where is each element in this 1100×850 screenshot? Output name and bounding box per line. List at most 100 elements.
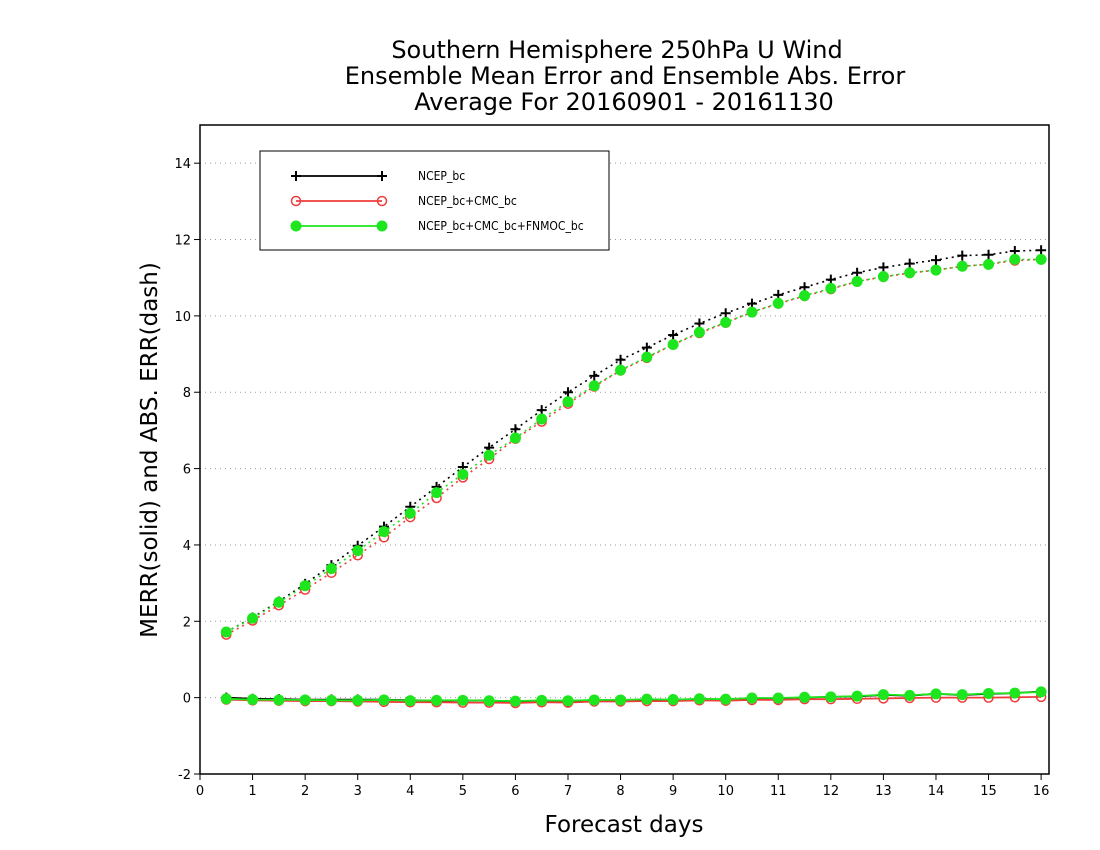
point-ncep-bc-cmc-bc-fnmoc-bc-abs-err [956, 260, 968, 272]
x-tick-label: 10 [717, 784, 734, 799]
point-ncep-bc-cmc-bc-fnmoc-bc-mean-err [615, 694, 627, 706]
point-ncep-bc-cmc-bc-fnmoc-bc-abs-err [877, 271, 889, 283]
chart-title-line-3: Average For 20160901 - 20161130 [414, 88, 834, 116]
line-ncep-bc-cmc-bc-fnmoc-bc-abs-err [225, 258, 1042, 633]
legend-label-ncep-bc-cmc-bc: NCEP_bc+CMC_bc [418, 194, 517, 208]
point-ncep-bc-cmc-bc-fnmoc-bc-abs-err [930, 264, 942, 276]
x-axis: 0 1 2 3 4 5 6 7 8 9 10 11 12 13 14 15 16 [196, 774, 1049, 799]
point-ncep-bc-cmc-bc-fnmoc-bc-mean-err [220, 693, 232, 705]
x-axis-label: Forecast days [545, 812, 704, 838]
point-ncep-bc-cmc-bc-fnmoc-bc-mean-err [693, 693, 705, 705]
point-ncep-bc-abs-err [983, 249, 994, 260]
point-ncep-bc-cmc-bc-fnmoc-bc-mean-err [247, 694, 259, 706]
x-tick-label: 1 [248, 784, 256, 799]
y-tick-label: 8 [183, 386, 191, 401]
legend-marker-ncep-bc-cmc-bc [290, 195, 302, 207]
point-ncep-bc-cmc-bc-fnmoc-bc-mean-err [1009, 687, 1021, 699]
point-ncep-bc-abs-err [562, 387, 573, 398]
chart-title-line-1: Southern Hemisphere 250hPa U Wind [391, 36, 842, 64]
legend-items: NCEP_bc NCEP_bc+CMC_bc NCEP_bc+CMC_bc+FNMO… [290, 169, 584, 233]
point-ncep-bc-cmc-bc-fnmoc-bc-abs-err [220, 626, 232, 638]
point-ncep-bc-abs-err [668, 329, 679, 340]
point-ncep-bc-cmc-bc-fnmoc-bc-mean-err [273, 694, 285, 706]
point-ncep-bc-cmc-bc-fnmoc-bc-abs-err [352, 545, 364, 557]
legend-label-ncep-bc-cmc-bc-fnmoc-bc: NCEP_bc+CMC_bc+FNMOC_bc [418, 219, 584, 233]
point-ncep-bc-cmc-bc-fnmoc-bc-mean-err [956, 689, 968, 701]
series-layer [220, 245, 1047, 709]
point-ncep-bc-cmc-bc-fnmoc-bc-abs-err [509, 432, 521, 444]
point-ncep-bc-abs-err [641, 342, 652, 353]
x-tick-label: 2 [301, 784, 309, 799]
line-ncep-bc-cmc-bc-abs-err [225, 258, 1042, 636]
x-tick-label: 9 [669, 784, 677, 799]
point-ncep-bc-cmc-bc-fnmoc-bc-abs-err [720, 316, 732, 328]
point-ncep-bc-cmc-bc-fnmoc-bc-mean-err [667, 694, 679, 706]
point-ncep-bc-cmc-bc-fnmoc-bc-mean-err [404, 695, 416, 707]
point-ncep-bc-cmc-bc-fnmoc-bc-abs-err [615, 364, 627, 376]
point-ncep-bc-cmc-bc-fnmoc-bc-abs-err [746, 306, 758, 318]
y-axis: -2 0 2 4 6 8 10 12 14 [174, 157, 200, 783]
x-tick-label: 14 [928, 784, 945, 799]
point-ncep-bc-cmc-bc-fnmoc-bc-abs-err [299, 580, 311, 592]
point-ncep-bc-cmc-bc-fnmoc-bc-mean-err [562, 695, 574, 707]
point-ncep-bc-cmc-bc-fnmoc-bc-mean-err [378, 694, 390, 706]
legend-marker-ncep-bc [291, 171, 301, 181]
x-tick-label: 15 [980, 784, 997, 799]
legend-label-ncep-bc: NCEP_bc [418, 169, 465, 183]
point-ncep-bc-cmc-bc-fnmoc-bc-mean-err [904, 689, 916, 701]
point-ncep-bc-cmc-bc-fnmoc-bc-mean-err [536, 694, 548, 706]
point-ncep-bc-cmc-bc-fnmoc-bc-abs-err [904, 267, 916, 279]
plot-frame [199, 124, 1050, 775]
point-ncep-bc-abs-err [1036, 245, 1047, 256]
point-ncep-bc-cmc-bc-fnmoc-bc-abs-err [667, 339, 679, 351]
y-tick-label: 2 [183, 615, 191, 630]
point-ncep-bc-cmc-bc-fnmoc-bc-abs-err [536, 413, 548, 425]
y-tick-label: 4 [183, 539, 191, 554]
point-ncep-bc-cmc-bc-fnmoc-bc-abs-err [1035, 253, 1047, 265]
point-ncep-bc-cmc-bc-fnmoc-bc-mean-err [877, 689, 889, 701]
point-ncep-bc-cmc-bc-fnmoc-bc-mean-err [299, 694, 311, 706]
y-tick-label: -2 [178, 768, 191, 783]
point-ncep-bc-cmc-bc-fnmoc-bc-abs-err [983, 258, 995, 270]
series-ncep-bc [221, 245, 1047, 707]
point-ncep-bc-cmc-bc-fnmoc-bc-mean-err [851, 690, 863, 702]
point-ncep-bc-abs-err [930, 255, 941, 266]
point-ncep-bc-cmc-bc-fnmoc-bc-mean-err [772, 692, 784, 704]
point-ncep-bc-cmc-bc-fnmoc-bc-abs-err [431, 487, 443, 499]
point-ncep-bc-abs-err [720, 308, 731, 319]
point-ncep-bc-cmc-bc-fnmoc-bc-mean-err [983, 687, 995, 699]
point-ncep-bc-cmc-bc-fnmoc-bc-abs-err [825, 282, 837, 294]
point-ncep-bc-cmc-bc-fnmoc-bc-mean-err [799, 691, 811, 703]
point-ncep-bc-abs-err [589, 370, 600, 381]
point-ncep-bc-cmc-bc-fnmoc-bc-mean-err [825, 691, 837, 703]
point-ncep-bc-abs-err [904, 258, 915, 269]
x-tick-label: 6 [511, 784, 519, 799]
legend-marker-ncep-bc-cmc-bc-fnmoc-bc [376, 220, 388, 232]
point-ncep-bc-cmc-bc-fnmoc-bc-abs-err [562, 396, 574, 408]
point-ncep-bc-abs-err [878, 262, 889, 273]
y-axis-label: MERR(solid) and ABS. ERR(dash) [137, 262, 163, 638]
x-tick-label: 8 [616, 784, 624, 799]
legend-marker-ncep-bc [377, 171, 387, 181]
y-tick-label: 12 [174, 234, 191, 249]
y-tick-label: 0 [183, 692, 191, 707]
point-ncep-bc-abs-err [615, 354, 626, 365]
point-ncep-bc-cmc-bc-fnmoc-bc-abs-err [247, 612, 259, 624]
point-ncep-bc-cmc-bc-fnmoc-bc-abs-err [378, 526, 390, 538]
x-tick-label: 12 [823, 784, 840, 799]
legend-marker-ncep-bc-cmc-bc [376, 195, 388, 207]
point-ncep-bc-cmc-bc-fnmoc-bc-abs-err [483, 449, 495, 461]
point-ncep-bc-cmc-bc-fnmoc-bc-abs-err [588, 380, 600, 392]
point-ncep-bc-abs-err [957, 250, 968, 261]
legend-marker-ncep-bc-cmc-bc-fnmoc-bc [290, 220, 302, 232]
point-ncep-bc-cmc-bc-fnmoc-bc-abs-err [1009, 253, 1021, 265]
x-tick-label: 7 [564, 784, 572, 799]
point-ncep-bc-cmc-bc-fnmoc-bc-mean-err [457, 694, 469, 706]
point-ncep-bc-cmc-bc-fnmoc-bc-mean-err [431, 694, 443, 706]
chart-title-line-2: Ensemble Mean Error and Ensemble Abs. Er… [345, 62, 906, 90]
grid [200, 162, 1049, 775]
legend: NCEP_bc NCEP_bc+CMC_bc NCEP_bc+CMC_bc+FNMO… [259, 150, 610, 251]
x-tick-label: 13 [875, 784, 892, 799]
x-tick-label: 11 [770, 784, 787, 799]
point-ncep-bc-cmc-bc-fnmoc-bc-abs-err [799, 290, 811, 302]
